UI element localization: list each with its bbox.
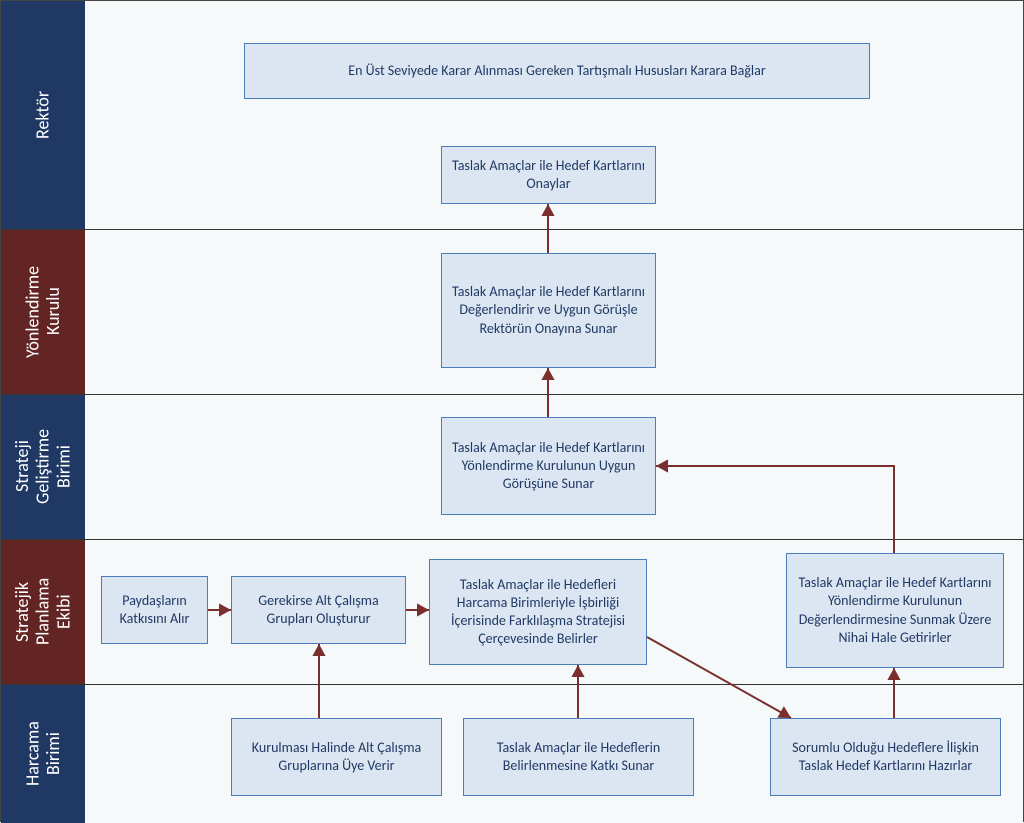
process-box-b_sorumlu: Sorumlu Olduğu Hedeflere İlişkin Taslak … <box>770 718 1001 796</box>
process-box-b_top: En Üst Seviyede Karar Alınması Gereken T… <box>244 43 870 99</box>
process-box-b_uye: Kurulması Halinde Alt Çalışma Gruplarına… <box>231 718 442 796</box>
lane-label-strateji: StratejiGeliştirmeBirimi <box>1 394 85 539</box>
process-box-b_deger: Taslak Amaçlar ile Hedef Kartlarını Değe… <box>441 253 656 368</box>
process-box-b_onay: Taslak Amaçlar ile Hedef Kartlarını Onay… <box>441 146 656 204</box>
process-box-b_nihai: Taslak Amaçlar ile Hedef Kartlarını Yönl… <box>786 553 1004 668</box>
lane-divider <box>1 539 1023 540</box>
lane-divider <box>1 684 1023 685</box>
swimlane-diagram: RektörYönlendirmeKuruluStratejiGeliştirm… <box>0 0 1024 822</box>
process-box-b_altcg: Gerekirse Alt Çalışma Grupları Oluşturur <box>231 576 406 644</box>
process-box-b_katki: Taslak Amaçlar ile Hedeflerin Belirlenme… <box>463 718 694 796</box>
lane-label-yonlendir: YönlendirmeKurulu <box>1 229 85 394</box>
process-box-b_belirle: Taslak Amaçlar ile Hedefleri Harcama Bir… <box>429 559 647 665</box>
lane-divider <box>1 394 1023 395</box>
process-box-b_sgb: Taslak Amaçlar ile Hedef Kartlarını Yönl… <box>441 417 656 515</box>
process-box-b_paydas: Paydaşların Katkısını Alır <box>101 576 208 644</box>
lane-label-harcama: HarcamaBirimi <box>1 684 85 823</box>
lane-label-planlama: StratejikPlanlamaEkibi <box>1 539 85 684</box>
lane-divider <box>1 229 1023 230</box>
lane-label-rektor: Rektör <box>1 1 85 229</box>
